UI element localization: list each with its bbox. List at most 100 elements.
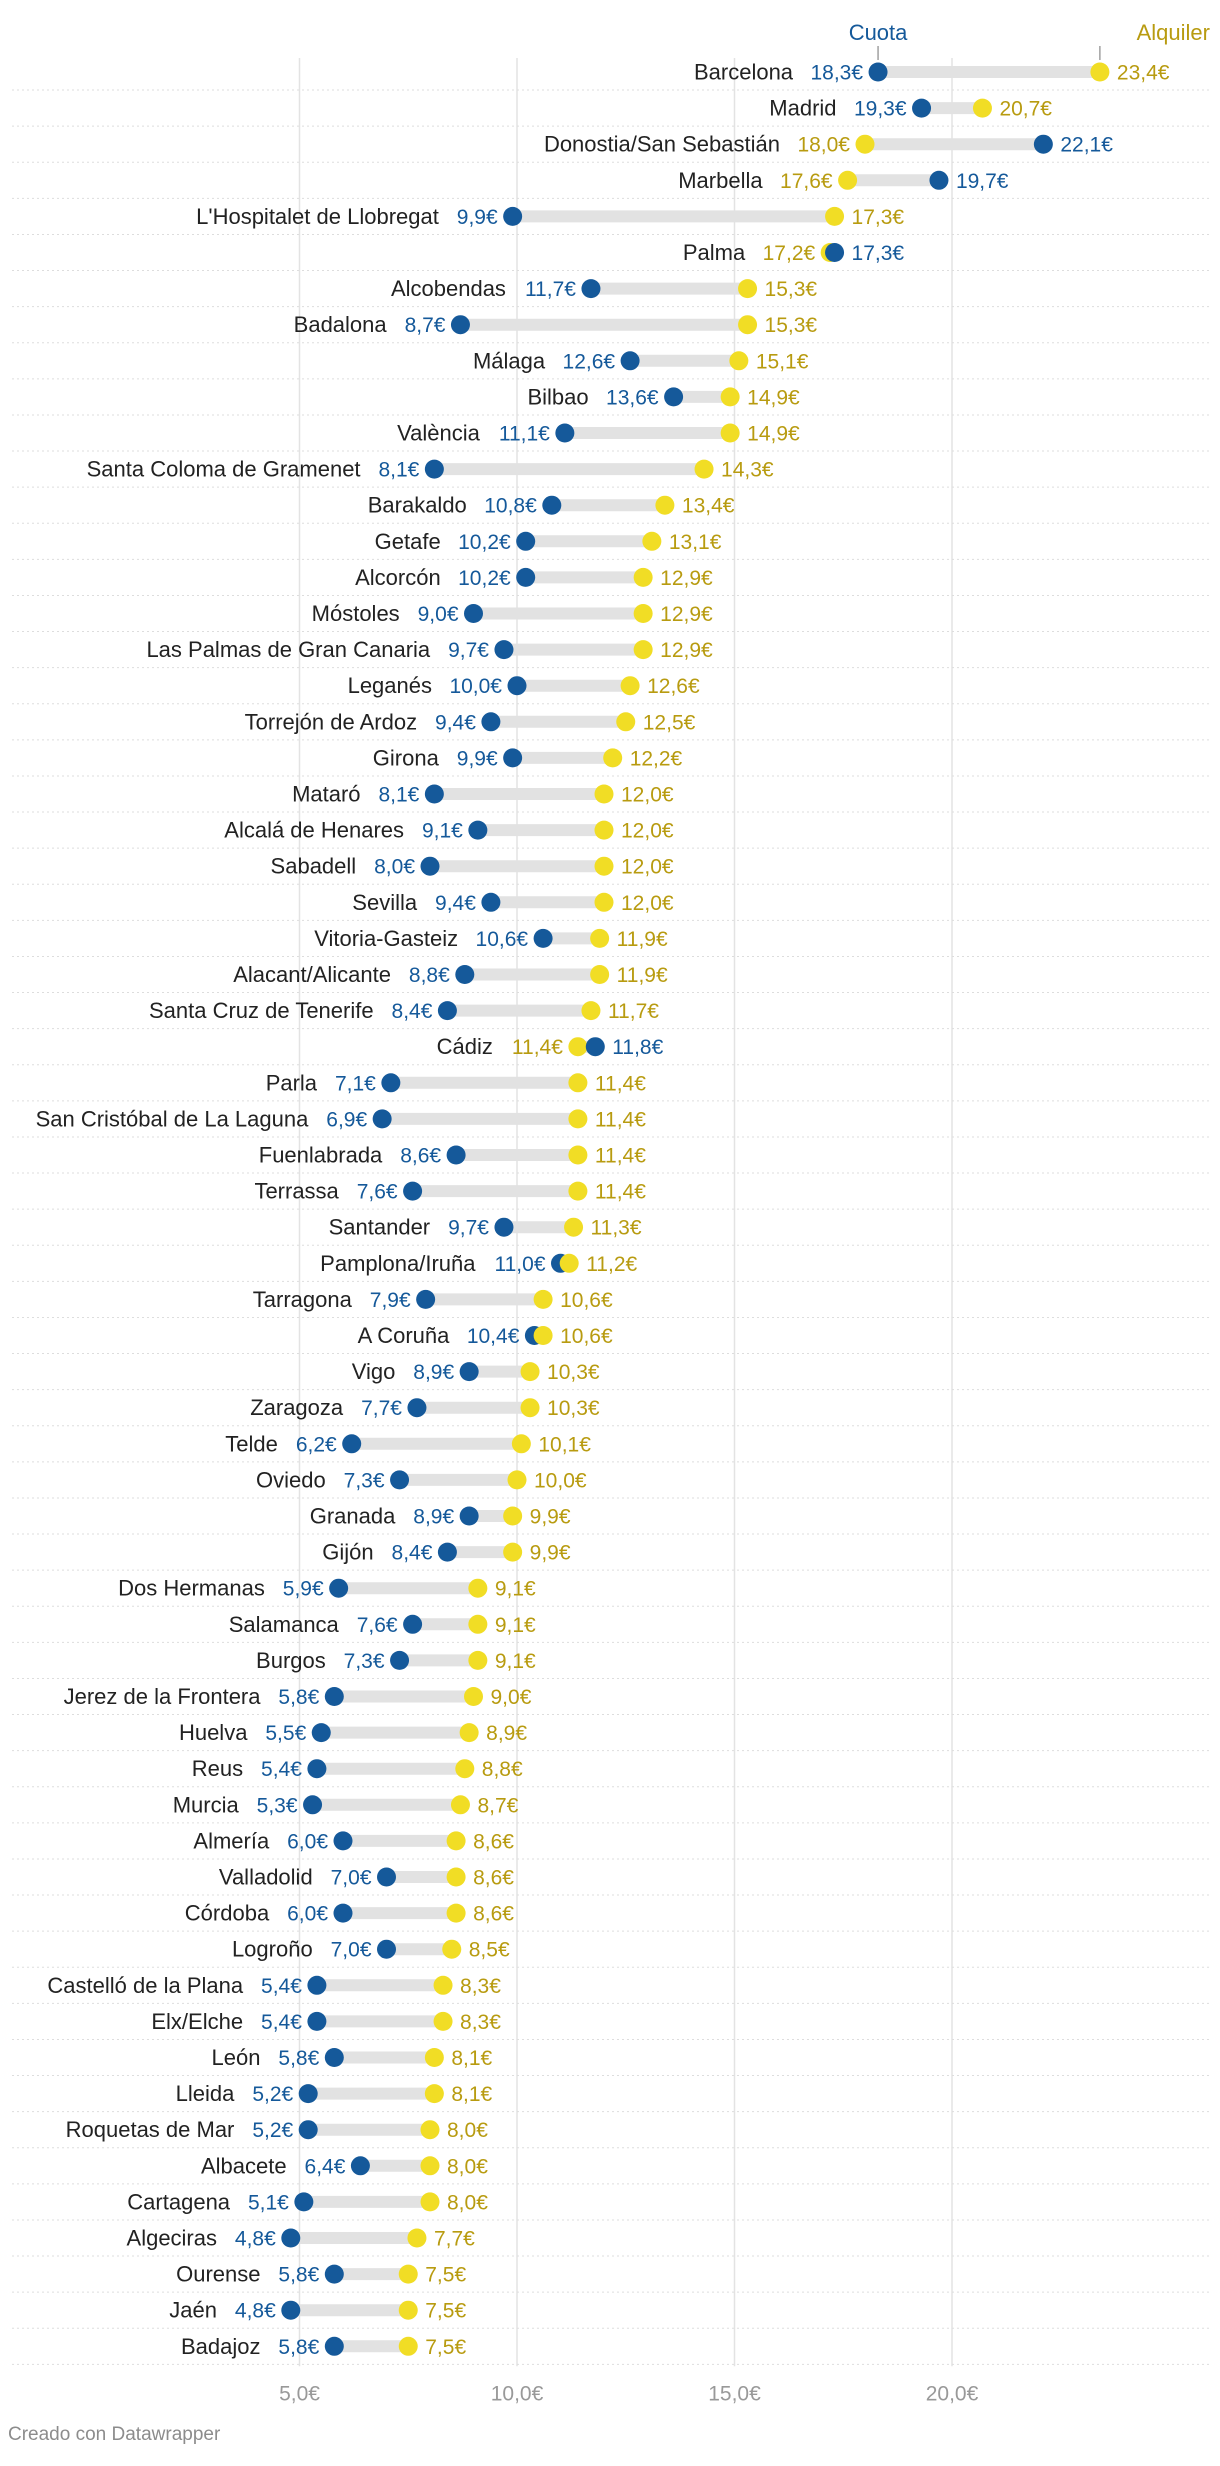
cuota-dot: [494, 1217, 514, 1237]
alquiler-value-label: 9,9€: [530, 1542, 571, 1565]
alquiler-dot: [424, 2048, 444, 2067]
cuota-dot: [407, 1398, 427, 1418]
alquiler-value-label: 12,9€: [660, 567, 713, 590]
cuota-value-label: 5,4€: [261, 2011, 302, 2034]
cuota-value-label: 8,4€: [392, 1000, 433, 1023]
row-5: 17,2€ 17,3€ Palma: [12, 240, 1210, 272]
cuota-dot: [329, 1578, 349, 1598]
category-label: Algeciras: [127, 2226, 217, 2251]
alquiler-dot: [424, 2084, 444, 2104]
cuota-dot: [868, 62, 888, 82]
cuota-dot: [825, 243, 845, 262]
alquiler-dot: [642, 531, 662, 551]
category-label: A Coruña: [358, 1323, 450, 1348]
category-label: Getafe: [375, 529, 441, 554]
cuota-value-label: 11,0€: [495, 1253, 546, 1276]
category-label: Alcalá de Henares: [224, 818, 404, 843]
row-16: 9,7€ 12,9€ Las Palmas de Gran Canaria: [12, 637, 1210, 669]
alquiler-dot: [507, 1470, 527, 1490]
row-45: 5,8€ 9,0€ Jerez de la Frontera: [12, 1684, 1210, 1716]
row-26: 8,4€ 11,7€ Santa Cruz de Tenerife: [12, 998, 1210, 1030]
cuota-dot: [372, 1109, 392, 1129]
gridlines: [298, 58, 953, 2367]
alquiler-value-label: 10,1€: [538, 1433, 591, 1456]
category-label: Las Palmas de Gran Canaria: [146, 637, 430, 662]
category-label: Córdoba: [185, 1901, 270, 1926]
alquiler-value-label: 9,1€: [495, 1578, 536, 1601]
category-label: Santander: [329, 1215, 431, 1240]
x-axis: 5,0€ 10,0€ 15,0€ 20,0€: [279, 2382, 979, 2405]
row-39: 7,3€ 10,0€ Oviedo: [12, 1467, 1210, 1499]
alquiler-value-label: 15,3€: [765, 278, 818, 301]
cuota-value-label: 19,3€: [854, 98, 907, 121]
category-label: Sevilla: [352, 890, 418, 915]
cuota-value-label: 7,1€: [335, 1072, 376, 1095]
alquiler-dot: [420, 2156, 440, 2176]
cuota-value-label: 9,9€: [457, 206, 498, 229]
cuota-value-label: 10,2€: [458, 567, 511, 590]
category-label: Donostia/San Sebastián: [544, 132, 780, 157]
alquiler-value-label: 9,1€: [495, 1650, 536, 1673]
row-38: 6,2€ 10,1€ Telde: [12, 1431, 1210, 1463]
row-54: 5,4€ 8,3€ Elx/Elche: [12, 2009, 1210, 2040]
alquiler-value-label: 8,6€: [473, 1867, 514, 1890]
category-label: Salamanca: [229, 1612, 340, 1637]
cuota-value-label: 5,5€: [265, 1722, 306, 1745]
cuota-dot: [555, 423, 575, 443]
alquiler-value-label: 7,5€: [425, 2336, 466, 2359]
category-label: Alcorcón: [355, 565, 441, 590]
alquiler-dot: [455, 1759, 475, 1779]
category-label: Marbella: [678, 168, 763, 193]
legend-alquiler: Alquiler: [1137, 20, 1210, 45]
cuota-dot: [420, 856, 440, 876]
alquiler-dot: [420, 2120, 440, 2140]
alquiler-dot: [564, 1217, 584, 1237]
cuota-dot: [298, 2120, 318, 2140]
alquiler-dot: [533, 1326, 553, 1345]
alquiler-value-label: 14,9€: [747, 423, 800, 446]
alquiler-value-label: 12,9€: [660, 603, 713, 626]
category-label: Almería: [193, 1828, 270, 1853]
row-17: 10,0€ 12,6€ Leganés: [12, 673, 1210, 705]
alquiler-dot: [533, 1289, 553, 1309]
cuota-value-label: 7,0€: [331, 1939, 372, 1962]
cuota-value-label: 7,6€: [357, 1614, 398, 1637]
alquiler-dot: [590, 965, 610, 984]
cuota-value-label: 6,4€: [305, 2155, 346, 2178]
category-label: Jerez de la Frontera: [64, 1684, 262, 1709]
alquiler-dot: [972, 98, 992, 118]
cuota-value-label: 6,2€: [296, 1433, 337, 1456]
cuota-dot: [581, 279, 601, 299]
cuota-value-label: 10,4€: [467, 1325, 520, 1348]
chart-rows: 18,3€ 23,4€ Barcelona 19,3€ 20,7€ Madrid 18,0€…: [12, 60, 1210, 2365]
cuota-value-label: 9,0€: [418, 603, 459, 626]
category-label: Huelva: [179, 1720, 248, 1745]
row-13: 10,2€ 13,1€ Getafe: [12, 529, 1210, 560]
alquiler-dot: [568, 1145, 588, 1165]
row-15: 9,0€ 12,9€ Móstoles: [12, 601, 1210, 633]
category-label: Sabadell: [271, 854, 357, 879]
alquiler-dot: [468, 1578, 488, 1598]
row-51: 6,0€ 8,6€ Córdoba: [12, 1901, 1210, 1932]
alquiler-dot: [559, 1253, 579, 1273]
cuota-value-label: 9,9€: [457, 747, 498, 770]
cuota-dot: [377, 1939, 396, 1959]
alquiler-value-label: 11,4€: [512, 1036, 563, 1059]
cuota-dot: [481, 712, 501, 732]
alquiler-value-label: 18,0€: [797, 134, 850, 157]
cuota-value-label: 11,8€: [612, 1036, 663, 1059]
category-label: Leganés: [348, 673, 432, 698]
cuota-dot: [494, 640, 514, 660]
row-29: 6,9€ 11,4€ San Cristóbal de La Laguna: [12, 1106, 1210, 1138]
row-10: 11,1€ 14,9€ València: [12, 421, 1210, 452]
cuota-value-label: 8,7€: [405, 314, 446, 337]
alquiler-dot: [620, 676, 640, 696]
cuota-dot: [446, 1145, 466, 1165]
category-label: Logroño: [232, 1937, 313, 1962]
category-label: Elx/Elche: [151, 2009, 243, 2034]
x-tick-label: 15,0€: [708, 2382, 761, 2405]
alquiler-dot: [568, 1037, 588, 1057]
category-label: Fuenlabrada: [259, 1143, 383, 1168]
row-48: 5,3€ 8,7€ Murcia: [12, 1792, 1210, 1824]
alquiler-dot: [468, 1650, 488, 1670]
